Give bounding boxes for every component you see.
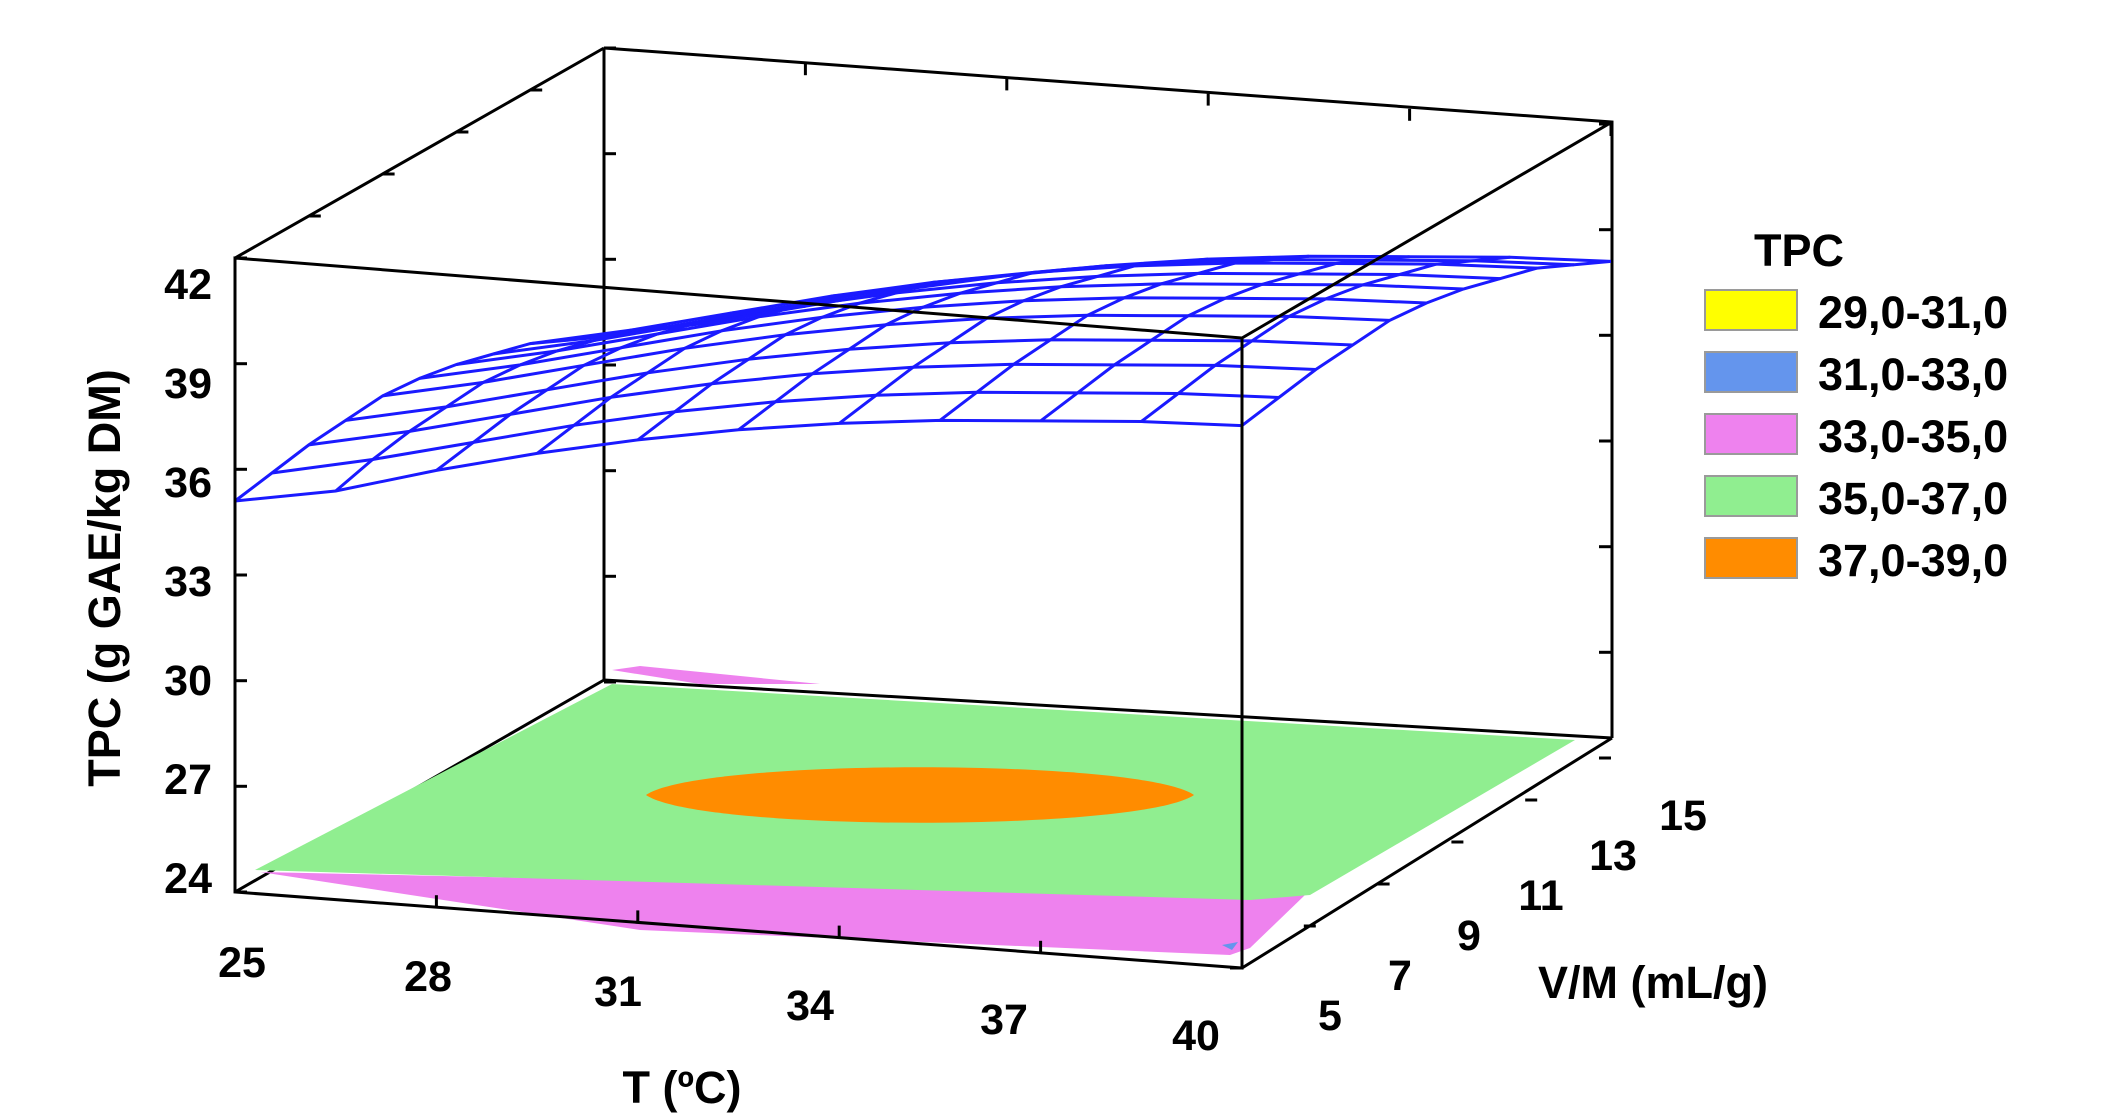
x-tick-label: 40	[1172, 1012, 1220, 1060]
surface-grid-line-vm	[1241, 259, 1612, 427]
legend-swatch	[1704, 475, 1798, 517]
z-tick-label: 36	[164, 459, 212, 507]
legend-entry: 31,0-33,0	[1704, 349, 2008, 400]
y-tick-label: 9	[1457, 912, 1481, 960]
y-tick-label: 11	[1518, 872, 1563, 920]
x-tick-label: 28	[404, 953, 452, 1001]
y-axis-title: V/M (mL/g)	[1538, 957, 1768, 1008]
legend-label: 29,0-31,0	[1818, 287, 2008, 338]
legend-swatch	[1704, 413, 1798, 455]
x-tick-label: 25	[218, 939, 266, 987]
surface-grid-line-vm	[234, 335, 605, 503]
legend-entry: 35,0-37,0	[1704, 473, 2008, 524]
surface-grid-line-vm	[737, 264, 1108, 431]
legend-title: TPC	[1754, 225, 1844, 276]
legend-swatch	[1704, 289, 1798, 331]
legend-label: 31,0-33,0	[1818, 349, 2008, 400]
z-tick-label: 39	[164, 360, 212, 408]
legend-swatch	[1704, 537, 1798, 579]
contour-region-orange	[646, 767, 1194, 823]
y-tick-label: 13	[1589, 832, 1637, 880]
surface-grid-line-vm	[536, 287, 907, 455]
surface-grid-line-t	[382, 313, 1390, 398]
z-tick-label: 33	[164, 558, 212, 606]
x-axis-title: T (ºC)	[623, 1062, 742, 1113]
y-axis-tick-labels: 5 7 9 11 13 15	[1318, 792, 1707, 1040]
surface-mesh	[234, 254, 1612, 503]
legend-swatch	[1704, 351, 1798, 393]
x-tick-label: 37	[980, 996, 1028, 1044]
y-tick-label: 15	[1659, 792, 1707, 840]
z-axis-title: TPC (g GAE/kg DM)	[79, 369, 130, 786]
x-axis-tick-labels: 25 28 31 34 37 40	[218, 939, 1220, 1060]
z-tick-label: 30	[164, 657, 212, 705]
contour-floor	[255, 666, 1575, 955]
surface-grid-line-vm	[636, 274, 1007, 442]
legend: TPC 29,0-31,0 31,0-33,0 33,0-35,0 35,0-3…	[1704, 225, 2008, 586]
legend-label: 35,0-37,0	[1818, 473, 2008, 524]
y-tick-label: 5	[1318, 992, 1342, 1040]
z-tick-label: 42	[164, 261, 212, 309]
box-right-edges	[1241, 120, 1613, 970]
contour-region-pink-back	[612, 666, 820, 684]
z-axis-tick-labels: 42 39 36 33 30 27 24	[164, 261, 212, 903]
x-tick-label: 31	[594, 968, 642, 1016]
surface-grid-line-vm	[838, 257, 1209, 425]
z-tick-label: 27	[164, 756, 212, 804]
surface-grid-line-vm	[435, 304, 806, 472]
surface-grid-line-t	[234, 418, 1243, 503]
contour-region-blue-corner	[1222, 942, 1238, 950]
legend-entry: 29,0-31,0	[1704, 287, 2008, 338]
surface-grid-line-vm	[1039, 255, 1410, 423]
x-tick-label: 34	[786, 982, 834, 1030]
surface-grid-line-vm	[334, 321, 705, 493]
legend-label: 33,0-35,0	[1818, 411, 2008, 462]
axis-ticks	[233, 46, 1613, 970]
y-tick-label: 7	[1388, 952, 1412, 1000]
surface-grid-line-vm	[938, 254, 1310, 422]
surface-grid-line-t	[271, 390, 1279, 475]
legend-entry: 37,0-39,0	[1704, 535, 2008, 586]
legend-label: 37,0-39,0	[1818, 535, 2008, 586]
surface-grid-line-vm	[1140, 255, 1511, 423]
z-tick-label: 24	[164, 855, 212, 903]
legend-entry: 33,0-35,0	[1704, 411, 2008, 462]
